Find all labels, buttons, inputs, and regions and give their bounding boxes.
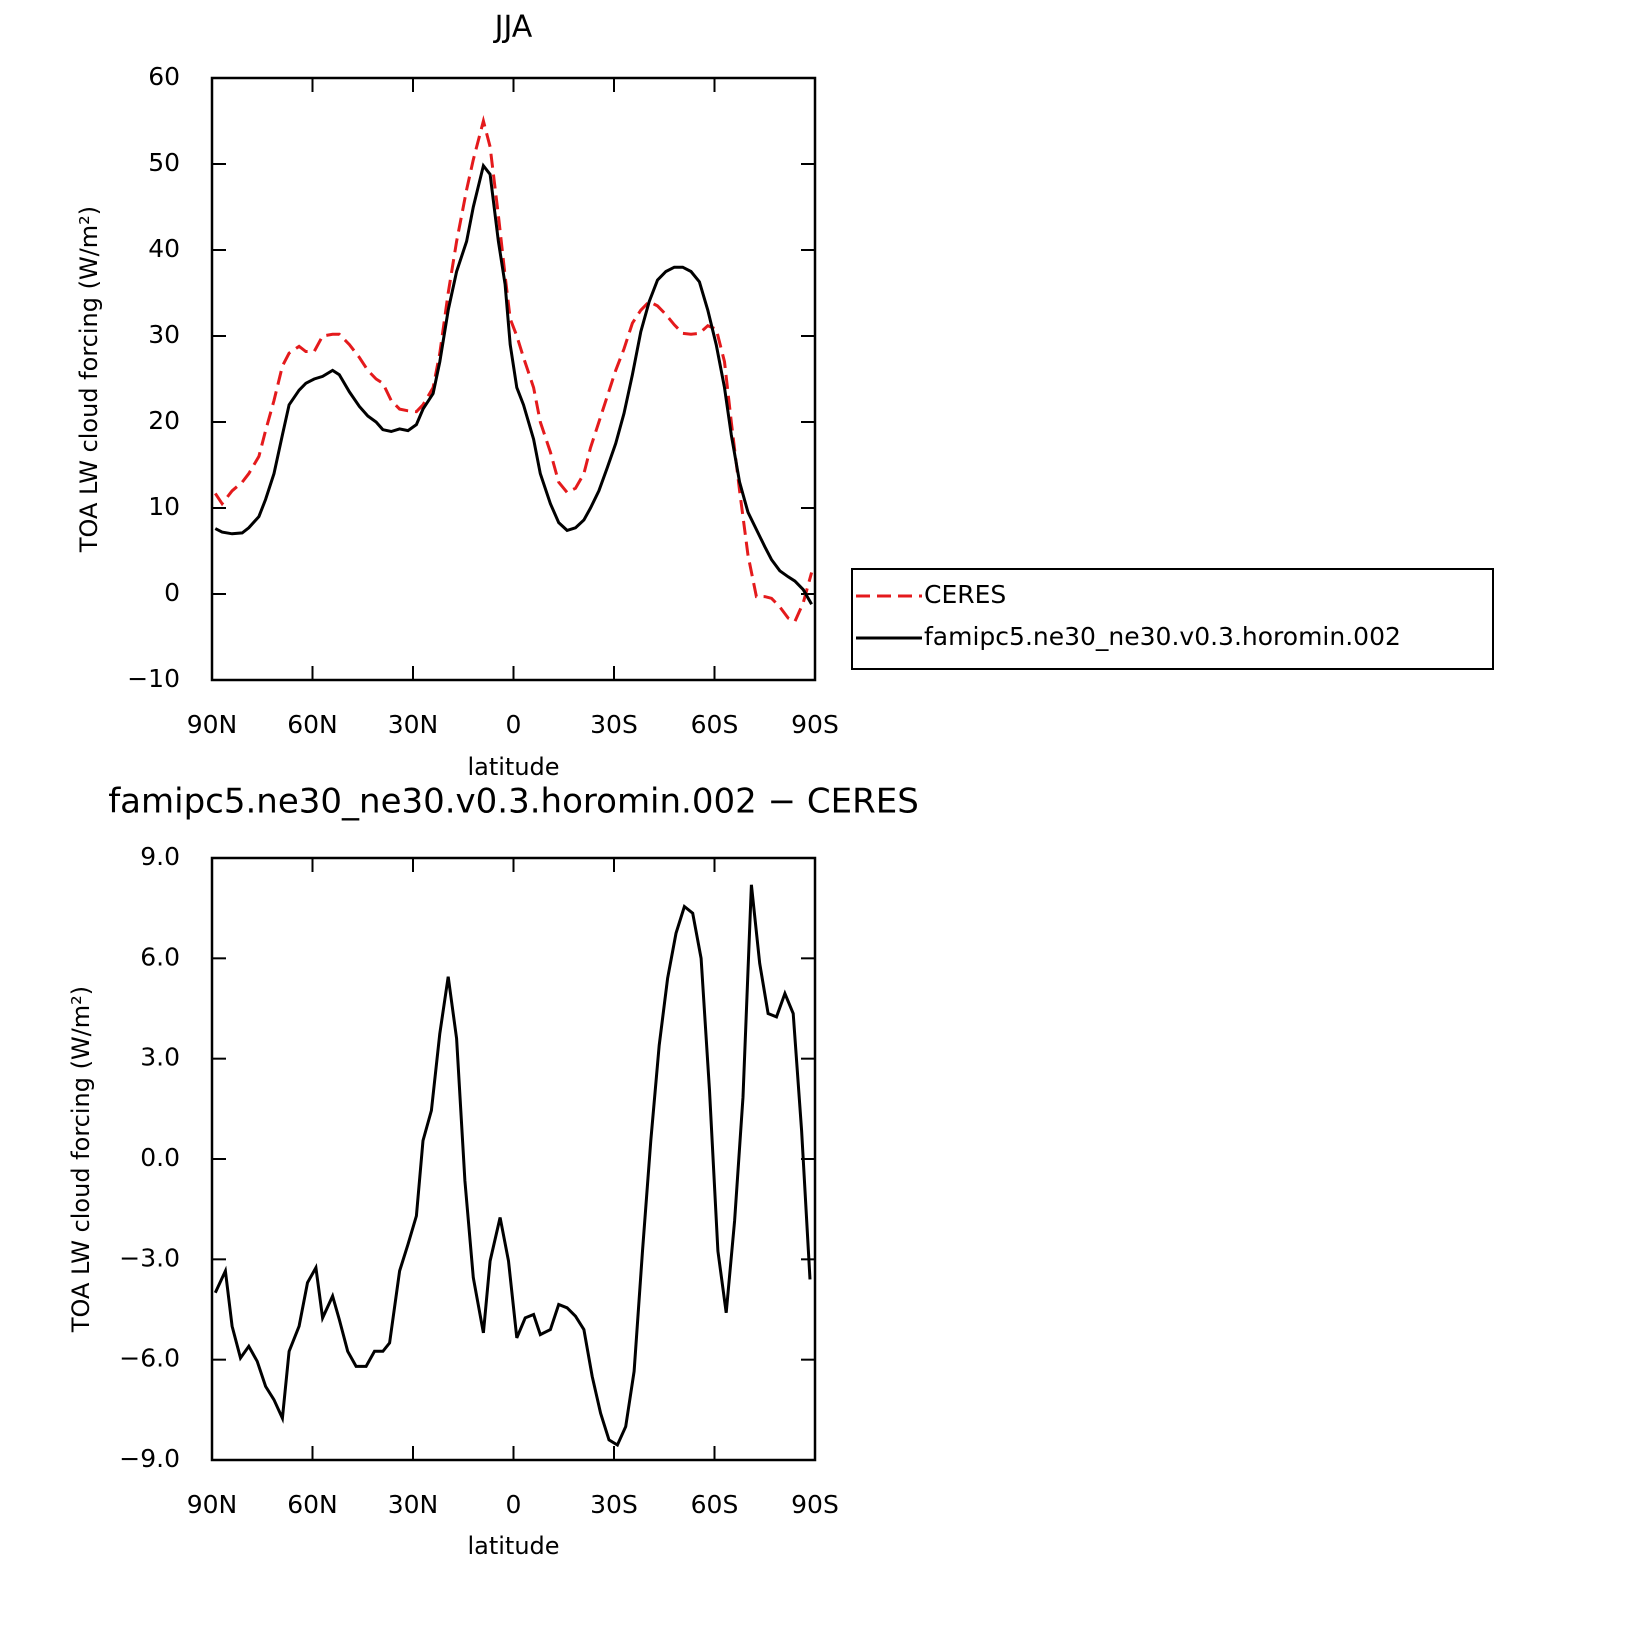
legend-frame (851, 568, 1494, 670)
plot-frame (210, 856, 817, 1462)
x-tick-label: 90S (791, 710, 839, 739)
data-line (213, 884, 812, 1448)
x-tick-label: 60S (691, 1490, 739, 1519)
y-tick-label: 3.0 (140, 1043, 180, 1072)
y-tick-label: 0 (164, 578, 180, 607)
y-tick-label: 6.0 (140, 942, 180, 971)
y-tick-label: 9.0 (140, 842, 180, 871)
y-tick-label: 50 (148, 148, 180, 177)
x-tick-label: 90N (187, 710, 238, 739)
y-tick-label: 10 (148, 492, 180, 521)
plot-frame (210, 76, 817, 682)
y-tick-label: 20 (148, 406, 180, 435)
y-axis-label: TOA LW cloud forcing (W/m²) (75, 206, 103, 553)
x-tick-label: 30S (590, 1490, 638, 1519)
x-tick-label: 60N (287, 1490, 338, 1519)
x-tick-label: 60N (287, 710, 338, 739)
y-tick-label: −10 (127, 664, 180, 693)
x-tick-label: 30N (388, 1490, 439, 1519)
x-tick-label: 30N (388, 710, 439, 739)
y-tick-label: 30 (148, 320, 180, 349)
y-tick-label: −9.0 (119, 1444, 180, 1473)
x-tick-label: 0 (506, 710, 522, 739)
y-tick-label: 40 (148, 234, 180, 263)
y-tick-label: −6.0 (119, 1344, 180, 1373)
x-tick-label: 90S (791, 1490, 839, 1519)
x-axis-label: latitude (467, 753, 559, 781)
y-tick-label: −3.0 (119, 1243, 180, 1272)
chart-title: famipc5.ne30_ne30.v0.3.horomin.002 − CER… (108, 782, 919, 822)
x-tick-label: 30S (590, 710, 638, 739)
chart-title: JJA (493, 10, 533, 45)
y-axis-label: TOA LW cloud forcing (W/m²) (67, 986, 95, 1333)
x-tick-label: 60S (691, 710, 739, 739)
y-tick-label: 60 (148, 62, 180, 91)
legend: CERES famipc5.ne30_ne30.v0.3.horomin.002 (851, 568, 1494, 670)
legend-label: CERES (924, 580, 1006, 609)
x-tick-label: 0 (506, 1490, 522, 1519)
y-tick-label: 0.0 (140, 1143, 180, 1172)
legend-label: famipc5.ne30_ne30.v0.3.horomin.002 (924, 622, 1401, 651)
data-line (214, 115, 814, 624)
x-axis-label: latitude (467, 1532, 559, 1560)
x-tick-label: 90N (187, 1490, 238, 1519)
data-line (214, 162, 813, 606)
